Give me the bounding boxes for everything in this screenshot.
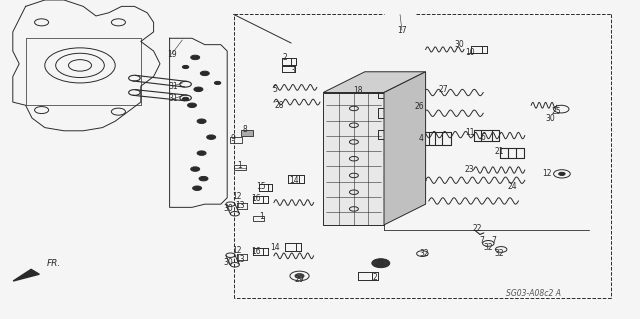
- Text: 17: 17: [397, 26, 407, 35]
- Circle shape: [559, 172, 565, 175]
- Text: 3: 3: [290, 66, 295, 75]
- Text: 6: 6: [481, 133, 486, 142]
- Text: 9: 9: [230, 134, 236, 143]
- Circle shape: [295, 274, 304, 278]
- Circle shape: [197, 119, 206, 123]
- Text: 13: 13: [235, 201, 245, 210]
- Text: 27: 27: [438, 85, 448, 94]
- Bar: [234, 165, 246, 170]
- Circle shape: [182, 65, 189, 69]
- Circle shape: [191, 167, 200, 171]
- Circle shape: [193, 186, 202, 190]
- Text: 24: 24: [507, 182, 517, 191]
- Text: 12: 12: [543, 169, 552, 178]
- Bar: [253, 216, 264, 221]
- Text: 31: 31: [168, 82, 178, 91]
- Polygon shape: [13, 269, 39, 281]
- Circle shape: [200, 71, 209, 76]
- Text: 14: 14: [270, 243, 280, 252]
- Text: 21: 21: [495, 147, 504, 156]
- Polygon shape: [384, 72, 426, 225]
- Circle shape: [188, 103, 196, 108]
- Text: 8: 8: [242, 125, 247, 134]
- Bar: [241, 130, 253, 136]
- Text: 32: 32: [419, 249, 429, 258]
- Text: 30: 30: [545, 114, 556, 122]
- Text: 23: 23: [464, 165, 474, 174]
- Circle shape: [214, 81, 221, 85]
- Circle shape: [197, 151, 206, 155]
- Text: 32: 32: [494, 249, 504, 258]
- Bar: [323, 93, 384, 225]
- Bar: [230, 137, 242, 143]
- Text: 7: 7: [479, 236, 484, 245]
- Text: 2: 2: [282, 53, 287, 62]
- Text: 2: 2: [372, 273, 377, 282]
- Text: 11: 11: [466, 128, 475, 137]
- Text: 14: 14: [289, 176, 300, 185]
- Text: 15: 15: [256, 182, 266, 191]
- Circle shape: [182, 97, 189, 100]
- Text: 26: 26: [414, 102, 424, 111]
- Text: 12: 12: [232, 246, 241, 255]
- Circle shape: [194, 87, 203, 92]
- Text: 25: 25: [552, 107, 562, 116]
- Text: 12: 12: [232, 192, 241, 201]
- Text: 22: 22: [472, 224, 481, 233]
- Polygon shape: [323, 72, 426, 93]
- Text: 29: 29: [294, 275, 305, 284]
- Circle shape: [199, 176, 208, 181]
- Circle shape: [372, 259, 390, 268]
- Text: 16: 16: [251, 194, 261, 203]
- Text: 16: 16: [251, 247, 261, 256]
- Text: FR.: FR.: [47, 259, 61, 268]
- Text: 30: 30: [454, 40, 465, 48]
- Text: 20: 20: [374, 259, 384, 268]
- Text: 30: 30: [223, 258, 234, 267]
- Text: 31: 31: [168, 94, 178, 103]
- Text: 19: 19: [166, 50, 177, 59]
- Text: 1: 1: [259, 212, 264, 221]
- Text: 1: 1: [237, 161, 243, 170]
- Text: 13: 13: [235, 256, 245, 264]
- Text: 7: 7: [492, 236, 497, 245]
- Text: 28: 28: [275, 101, 284, 110]
- Text: 32: 32: [483, 243, 493, 252]
- Text: 10: 10: [465, 48, 476, 57]
- Text: SG03-A08c2 A: SG03-A08c2 A: [506, 289, 561, 298]
- Text: 5: 5: [273, 85, 278, 94]
- Circle shape: [191, 55, 200, 60]
- Text: 30: 30: [223, 204, 234, 213]
- Text: 4: 4: [419, 134, 424, 143]
- Circle shape: [207, 135, 216, 139]
- Text: 18: 18: [354, 86, 363, 95]
